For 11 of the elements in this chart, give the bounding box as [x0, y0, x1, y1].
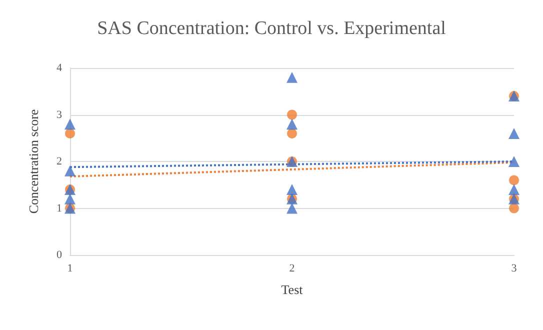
- y-tick-label: 0: [56, 249, 62, 261]
- y-tick-label: 1: [56, 202, 62, 214]
- y-tick-label: 3: [56, 108, 62, 121]
- x-tick-label: 1: [67, 262, 73, 274]
- y-tick-label: 4: [56, 62, 62, 74]
- x-axis-title: Test: [281, 282, 304, 297]
- y-axis-title: Concentration score: [26, 109, 41, 214]
- chart-title: SAS Concentration: Control vs. Experimental: [97, 18, 446, 39]
- y-tick-label: 2: [56, 156, 62, 168]
- x-tick-label: 3: [511, 262, 518, 274]
- x-tick-label: 2: [289, 262, 295, 274]
